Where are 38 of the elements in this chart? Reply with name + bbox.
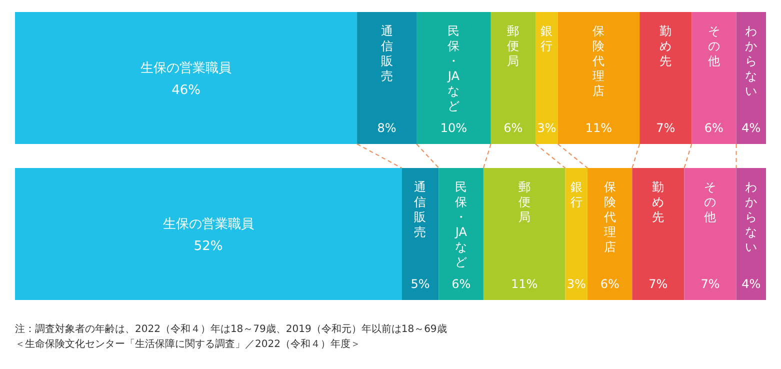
text: 勤め先 <box>652 180 664 224</box>
data-label: 6% <box>600 277 620 291</box>
data-label: 5% <box>410 277 430 291</box>
text: その他 <box>704 180 716 224</box>
data-label: 11% <box>511 277 538 291</box>
data-label: 6% <box>704 121 724 135</box>
text: わからない <box>745 180 758 254</box>
series-label: 保険代理店 <box>592 24 605 98</box>
text: 郵便局 <box>518 180 530 224</box>
data-label: 4% <box>742 121 761 135</box>
series-label: 銀行 <box>540 24 553 53</box>
data-label: 6% <box>504 121 523 135</box>
text: 通信販売 <box>414 180 426 239</box>
text: 生保の営業職員 <box>162 217 254 232</box>
data-label: 7% <box>700 277 720 291</box>
series-label: 通信販売 <box>380 24 393 83</box>
data-label: 7% <box>656 121 676 135</box>
series-label: その他 <box>708 24 720 68</box>
data-label: 52% <box>194 239 223 254</box>
series-label: 勤め先 <box>660 24 672 68</box>
series-label: わからない <box>745 24 758 98</box>
data-label: 3% <box>566 277 586 291</box>
series-label: 郵便局 <box>507 24 520 68</box>
data-label: 3% <box>537 121 556 135</box>
data-label: 11% <box>585 121 612 135</box>
series-label: 生保の営業職員 <box>140 61 232 76</box>
data-label: 8% <box>377 121 396 135</box>
data-label: 10% <box>440 121 468 135</box>
data-label: 7% <box>648 277 668 291</box>
text: 銀行 <box>570 180 582 209</box>
data-label: 4% <box>742 277 761 291</box>
text: ＜生命保険文化センター「生活保障に関する調査」／2022（令和４）年度＞ <box>15 338 362 352</box>
text: 注：調査対象者の年齢は、2022（令和４）年は18～79歳、2019（令和元）年以前は18～69歳 <box>15 322 448 337</box>
data-label: 46% <box>172 83 200 98</box>
series-label: 民保・JAなど <box>446 24 460 113</box>
text: 民保・JAなど <box>455 180 468 269</box>
text: 保険代理店 <box>604 180 616 254</box>
data-label: 6% <box>452 277 471 291</box>
